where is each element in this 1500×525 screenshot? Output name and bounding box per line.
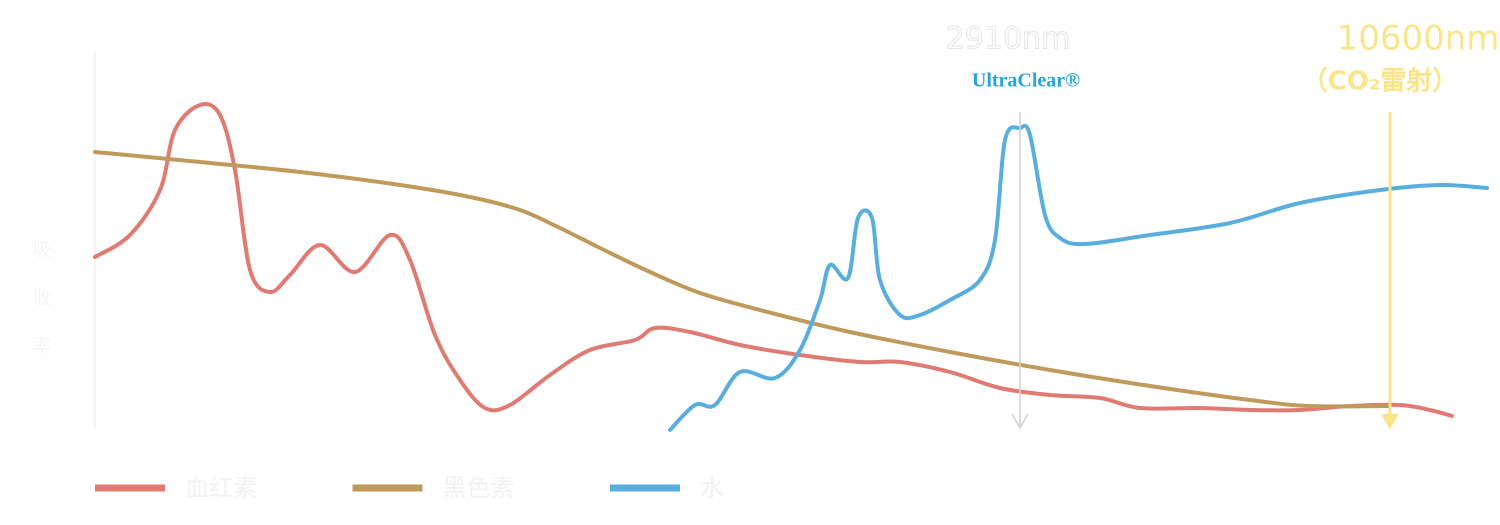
y-axis-label: 吸收率 — [30, 240, 51, 384]
arrow-head — [1381, 413, 1399, 430]
line-series — [668, 123, 1489, 432]
line-series — [93, 150, 1392, 409]
annotation-sublabel: UltraClear® — [972, 70, 1080, 92]
annotation-label: 2910nm — [946, 22, 1071, 57]
annotation-label: 10600nm — [1337, 19, 1500, 59]
legend-label: 水 — [700, 474, 724, 502]
legend-label: 血红素 — [185, 474, 257, 502]
legend-label: 黑色素 — [443, 474, 515, 502]
line-series — [93, 101, 1454, 418]
arrow-head — [1011, 413, 1029, 430]
annotation-sublabel: （CO₂雷射） — [1302, 67, 1459, 97]
